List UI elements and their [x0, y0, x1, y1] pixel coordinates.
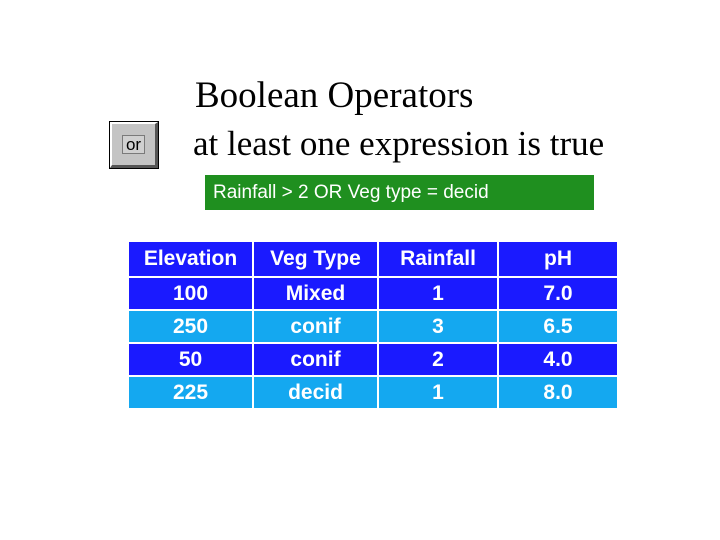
table-row: 225 decid 1 8.0	[127, 375, 619, 410]
cell-elevation: 50	[127, 342, 254, 377]
cell-elevation: 250	[127, 309, 254, 344]
cell-veg-type: conif	[252, 342, 379, 377]
cell-ph: 4.0	[497, 342, 619, 377]
cell-veg-type: decid	[252, 375, 379, 410]
cell-rainfall: 1	[377, 276, 499, 311]
table-row: 100 Mixed 1 7.0	[127, 276, 619, 311]
header-veg-type: Veg Type	[252, 240, 379, 278]
cell-ph: 8.0	[497, 375, 619, 410]
cell-ph: 7.0	[497, 276, 619, 311]
cell-elevation: 225	[127, 375, 254, 410]
cell-veg-type: Mixed	[252, 276, 379, 311]
table-row: 50 conif 2 4.0	[127, 342, 619, 377]
slide-subtitle: at least one expression is true	[193, 124, 605, 163]
header-elevation: Elevation	[127, 240, 254, 278]
cell-rainfall: 2	[377, 342, 499, 377]
cell-ph: 6.5	[497, 309, 619, 344]
slide-title: Boolean Operators	[195, 75, 474, 116]
table-row: 250 conif 3 6.5	[127, 309, 619, 344]
header-ph: pH	[497, 240, 619, 278]
query-expression: Rainfall > 2 OR Veg type = decid	[205, 175, 594, 210]
cell-rainfall: 3	[377, 309, 499, 344]
cell-rainfall: 1	[377, 375, 499, 410]
cell-veg-type: conif	[252, 309, 379, 344]
or-button-label: or	[121, 135, 146, 154]
table-header-row: Elevation Veg Type Rainfall pH	[127, 240, 619, 278]
attribute-table: Elevation Veg Type Rainfall pH 100 Mixed…	[127, 240, 619, 410]
or-operator-button[interactable]: or	[109, 121, 159, 169]
header-rainfall: Rainfall	[377, 240, 499, 278]
cell-elevation: 100	[127, 276, 254, 311]
